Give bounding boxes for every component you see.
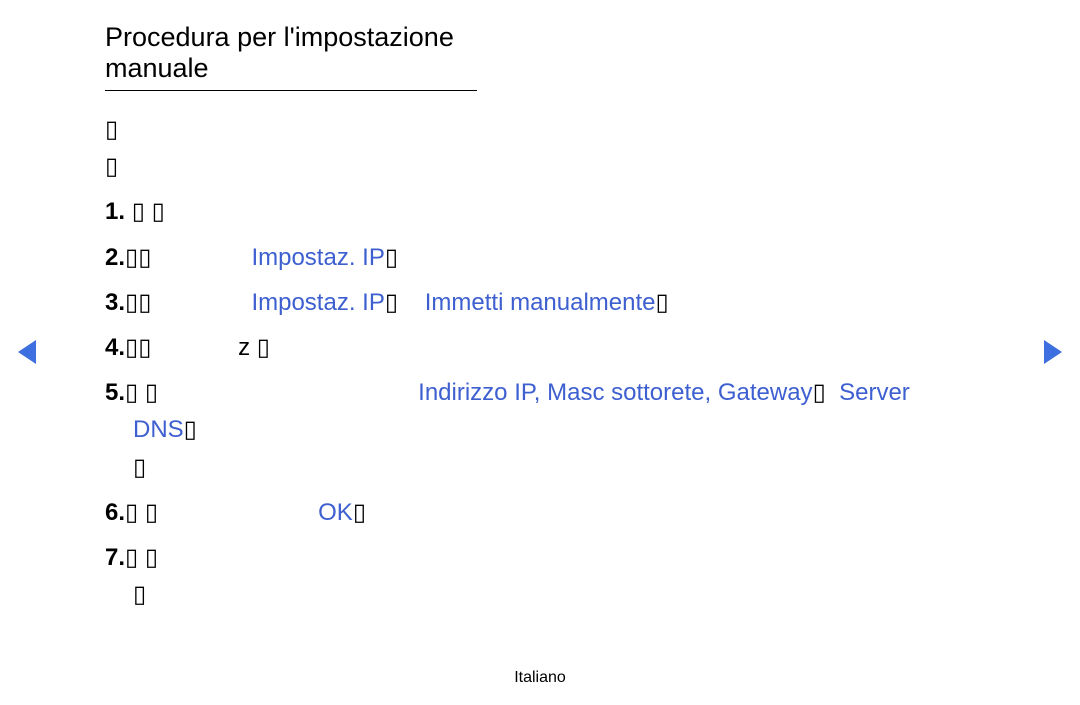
- step-post: ▯: [353, 499, 366, 526]
- step-2: 2.▯▯ Impostaz. IP▯: [105, 239, 975, 276]
- step-num: 7.: [105, 544, 125, 571]
- step-trail: ▯: [133, 454, 146, 481]
- step-4: 4.▯▯ z ▯: [105, 329, 975, 366]
- step-num: 4.: [105, 334, 125, 361]
- step-text: ▯▯ z ▯: [125, 334, 270, 361]
- highlight-impostaz-ip: Impostaz. IP: [251, 244, 384, 271]
- page-title: Procedura per l'impostazione manuale: [105, 22, 477, 91]
- next-page-icon[interactable]: [1044, 340, 1062, 364]
- step-num: 2.: [105, 244, 125, 271]
- step-pre: ▯ ▯: [125, 499, 318, 526]
- step-text: ▯ ▯: [132, 198, 165, 225]
- step-num: 6.: [105, 499, 125, 526]
- step-mid: ▯: [385, 289, 425, 316]
- step-3: 3.▯▯ Impostaz. IP▯ Immetti manualmente▯: [105, 284, 975, 321]
- page: Procedura per l'impostazione manuale ▯ ▯…: [0, 0, 1080, 705]
- highlight-impostaz-ip: Impostaz. IP: [251, 289, 384, 316]
- prev-page-icon[interactable]: [18, 340, 36, 364]
- step-pre: ▯▯: [125, 289, 251, 316]
- step-7: 7.▯ ▯ ▯: [105, 539, 975, 613]
- step-num: 1.: [105, 198, 125, 225]
- footer-language: Italiano: [0, 669, 1080, 687]
- step-line1: ▯ ▯: [125, 544, 158, 571]
- highlight-ok: OK: [318, 499, 353, 526]
- step-num: 5.: [105, 379, 125, 406]
- step-num: 3.: [105, 289, 125, 316]
- step-pre: ▯ ▯: [125, 379, 418, 406]
- step-post: ▯: [656, 289, 669, 316]
- step-post: ▯: [385, 244, 398, 271]
- step-pre: ▯▯: [125, 244, 251, 271]
- step-line2: ▯: [133, 581, 146, 608]
- step-1: 1. ▯ ▯: [105, 193, 975, 230]
- highlight-indirizzo-ip-masc-gateway: Indirizzo IP, Masc sottorete, Gateway: [418, 379, 812, 406]
- intro-line-1: ▯: [105, 111, 975, 148]
- content-area: Procedura per l'impostazione manuale ▯ ▯…: [105, 22, 975, 613]
- step-5: 5.▯ ▯ Indirizzo IP, Masc sottorete, Gate…: [105, 374, 975, 486]
- intro-line-2: ▯: [105, 148, 975, 185]
- highlight-immetti-manualmente: Immetti manualmente: [425, 289, 656, 316]
- step-post: ▯: [184, 416, 197, 443]
- step-6: 6.▯ ▯ OK▯: [105, 494, 975, 531]
- step-mid: ▯: [813, 379, 840, 406]
